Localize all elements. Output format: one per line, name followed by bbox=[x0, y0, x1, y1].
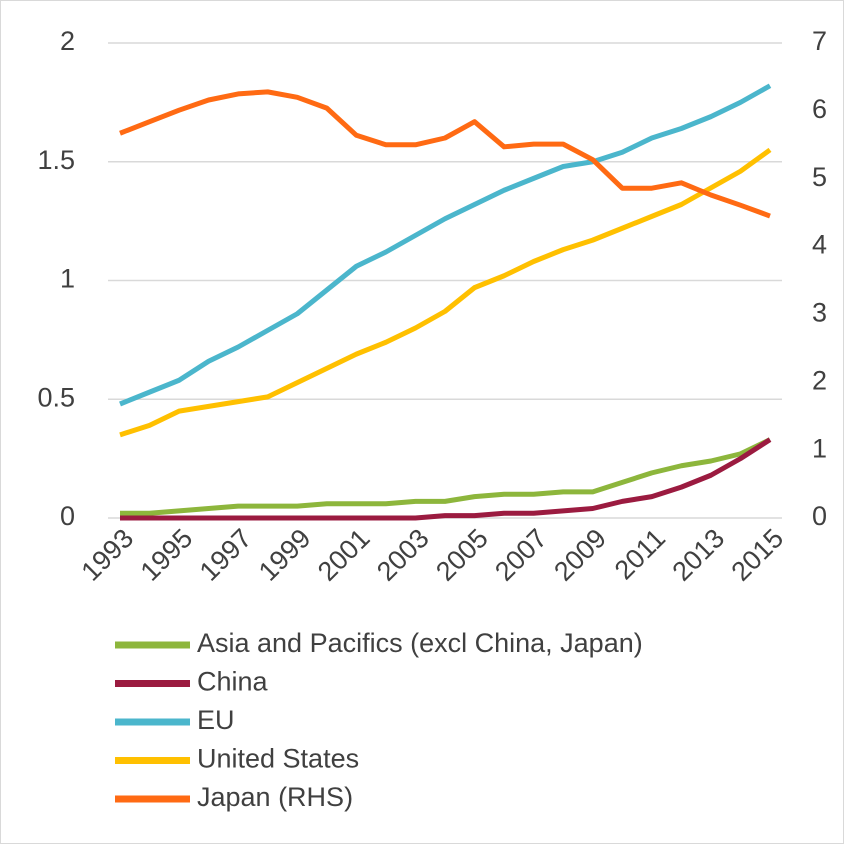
y2-tick-label: 4 bbox=[812, 230, 827, 260]
data-line bbox=[120, 437, 772, 516]
y2-tick-label: 6 bbox=[812, 94, 827, 124]
legend-label: Japan (RHS) bbox=[197, 782, 353, 812]
legend-label: United States bbox=[197, 744, 359, 774]
y-tick-label: 1 bbox=[60, 264, 75, 294]
y2-tick-label: 5 bbox=[812, 162, 827, 192]
data-line bbox=[119, 83, 772, 407]
data-line bbox=[120, 437, 772, 521]
y2-tick-label: 3 bbox=[812, 298, 827, 328]
legend-label: Asia and Pacifics (excl China, Japan) bbox=[197, 628, 643, 658]
data-line bbox=[119, 147, 772, 438]
y2-tick-label: 2 bbox=[812, 365, 827, 395]
y-tick-label: 2 bbox=[60, 26, 75, 56]
y-tick-label: 1.5 bbox=[37, 145, 75, 175]
legend-label: EU bbox=[197, 705, 235, 735]
legend-label: China bbox=[197, 667, 269, 697]
y2-tick-label: 7 bbox=[812, 26, 827, 56]
y2-tick-label: 0 bbox=[812, 501, 827, 531]
y-tick-label: 0 bbox=[60, 501, 75, 531]
y-tick-label: 0.5 bbox=[37, 382, 75, 412]
y2-tick-label: 1 bbox=[812, 433, 827, 463]
data-line bbox=[119, 89, 771, 219]
